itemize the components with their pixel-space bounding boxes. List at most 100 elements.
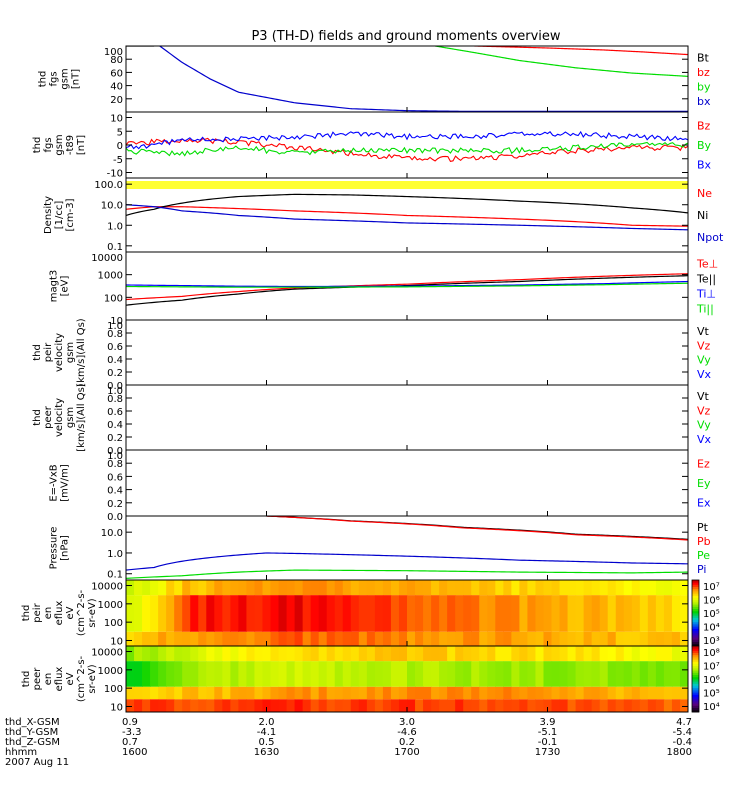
spectrogram-cell — [230, 646, 239, 662]
spectrogram-cell — [647, 646, 657, 662]
legend-entry: Ti|| — [696, 303, 714, 316]
spectrogram-cell — [647, 686, 657, 700]
spectrogram-cell — [262, 699, 272, 712]
y-axis-label: Pressure[nPa] — [49, 527, 71, 570]
spectrogram-cell — [270, 595, 280, 632]
legend-entry: bx — [697, 95, 711, 108]
spectrogram-cell — [262, 595, 272, 632]
spectrogram-cell — [214, 699, 223, 712]
spectrogram-cell — [631, 699, 641, 712]
spectrogram-cell — [599, 646, 609, 662]
spectrogram-cell — [166, 631, 175, 646]
spectrogram-cell — [270, 686, 280, 700]
spectrogram-cell — [639, 686, 649, 700]
spectrogram-cell — [487, 580, 496, 596]
spectrogram-cell — [655, 646, 665, 662]
spectrogram-cell — [334, 661, 344, 687]
y-tick-label: 0.2 — [107, 433, 123, 444]
spectrogram-cell — [254, 595, 264, 632]
spectrogram-cell — [471, 646, 480, 662]
y-axis-label: thdfgsgsm[nT] — [38, 68, 82, 89]
spectrogram-cell — [150, 686, 159, 700]
x-axis-value: -4.1 — [257, 727, 277, 738]
spectrogram-cell — [142, 661, 151, 687]
colorbar-swatch — [692, 701, 699, 704]
spectrogram-cell — [415, 699, 424, 712]
spectrogram-cell — [431, 686, 440, 700]
spectrogram-cell — [174, 595, 183, 632]
spectrogram-cell — [254, 686, 264, 700]
legend-entry: Ex — [697, 496, 711, 509]
spectrogram-cell — [463, 646, 472, 662]
spectrogram-cell — [334, 699, 344, 712]
spectrogram-cell — [174, 631, 183, 646]
colorbar-swatch — [692, 635, 699, 638]
spectrogram-cell — [350, 699, 360, 712]
colorbar-swatch — [692, 652, 699, 656]
spectrogram-cell — [262, 580, 272, 596]
spectrogram-cell — [463, 661, 472, 687]
legend-entry: Pt — [697, 521, 709, 534]
spectrogram-cell — [310, 661, 320, 687]
spectrogram-cell — [439, 661, 448, 687]
colorbar-swatch — [692, 681, 699, 684]
colorbar-swatch — [692, 687, 699, 691]
colorbar-swatch — [692, 626, 699, 629]
spectrogram-cell — [158, 646, 167, 662]
spectrogram-cell — [679, 580, 688, 596]
spectrogram-cell — [190, 580, 199, 596]
legend-entry: Bz — [697, 120, 711, 133]
spectrogram-cell — [487, 699, 496, 712]
spectrogram-cell — [583, 580, 593, 596]
spectrogram-cell — [439, 646, 448, 662]
spectrogram-cell — [382, 580, 392, 596]
spectrogram-cell — [671, 686, 681, 700]
spectrogram-cell — [623, 646, 633, 662]
spectrogram-cell — [559, 631, 569, 646]
colorbar-swatch — [692, 676, 699, 680]
colorbar-swatch — [692, 637, 699, 640]
spectrogram-cell — [326, 686, 336, 700]
spectrogram-cell — [607, 661, 617, 687]
spectrogram-cell — [222, 686, 231, 700]
spectrogram-cell — [262, 646, 272, 662]
quality-flag-bar — [126, 181, 688, 189]
spectrogram-cell — [286, 646, 296, 662]
colorbar-swatch — [692, 639, 699, 642]
spectrogram-cell — [398, 661, 408, 687]
spectrogram-cell — [495, 595, 504, 632]
spectrogram-cell — [358, 661, 368, 687]
y-tick-label: -10 — [107, 169, 123, 180]
spectrogram-cell — [439, 686, 448, 700]
colorbar-swatch — [692, 619, 699, 623]
colorbar-swatch — [692, 608, 699, 612]
legend-entry: Vx — [697, 433, 712, 446]
spectrogram-cell — [407, 699, 416, 712]
spectrogram-cell — [334, 686, 344, 700]
spectrogram-cell — [342, 661, 352, 687]
spectrogram-cell — [543, 631, 553, 646]
spectrogram-cell — [358, 580, 368, 596]
spectrogram-cell — [471, 686, 480, 700]
spectrogram-cell — [599, 699, 609, 712]
colorbar-swatch — [692, 703, 699, 706]
colorbar-swatch — [692, 617, 699, 620]
spectrogram-cell — [294, 595, 304, 632]
spectrogram-cell — [575, 595, 585, 632]
series-line-ti — [126, 280, 688, 288]
spectrogram-cell — [551, 686, 561, 700]
spectrogram-cell — [639, 646, 649, 662]
spectrogram-cell — [190, 686, 199, 700]
spectrogram-cell — [166, 686, 175, 700]
spectrogram-cell — [294, 631, 304, 646]
series-line-by — [126, 141, 688, 157]
y-tick-label: 0.6 — [107, 342, 123, 353]
spectrogram-cell — [599, 686, 609, 700]
y-tick-label: 0.4 — [107, 355, 123, 366]
spectrogram-cell — [655, 580, 665, 596]
spectrogram-cell — [487, 631, 496, 646]
spectrogram-cell — [182, 580, 191, 596]
spectrogram-cell — [583, 646, 593, 662]
spectrogram-cell — [166, 595, 175, 632]
spectrogram-cell — [519, 631, 529, 646]
